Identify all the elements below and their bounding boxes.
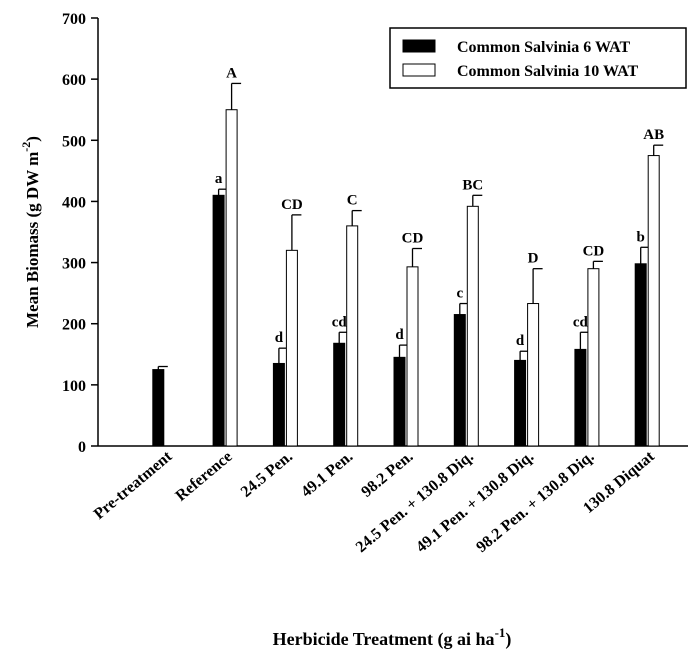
legend: Common Salvinia 6 WAT Common Salvinia 10… bbox=[389, 27, 687, 89]
bar-6wat bbox=[272, 362, 285, 447]
x-tick-label: 49.1 Pen. + 130.8 Diq. bbox=[413, 448, 537, 556]
bar-10wat bbox=[466, 205, 479, 447]
bar-6wat bbox=[152, 369, 165, 447]
bar-6wat bbox=[574, 348, 587, 447]
bar-6wat bbox=[333, 342, 346, 447]
legend-frame bbox=[389, 27, 687, 89]
y-axis-title-end: ) bbox=[23, 136, 42, 142]
y-tick-label: 200 bbox=[62, 317, 86, 334]
legend-swatch-10wat bbox=[402, 63, 436, 77]
x-tick-label: 98.2 Pen. + 130.8 Diq. bbox=[473, 448, 597, 556]
bar-10wat bbox=[406, 266, 419, 447]
bar-10wat bbox=[527, 303, 540, 447]
x-axis-title: Herbicide Treatment (g ai ha-1) bbox=[273, 625, 512, 650]
y-ticks: 0 100 200 300 400 500 600 700 bbox=[62, 11, 98, 456]
x-axis-title-end: ) bbox=[505, 629, 511, 650]
significance-letter: d bbox=[516, 333, 525, 349]
significance-letter: D bbox=[528, 251, 539, 267]
y-tick-label: 600 bbox=[62, 72, 86, 89]
bar-6wat bbox=[634, 263, 647, 447]
bar-10wat bbox=[587, 268, 600, 447]
bar-6wat bbox=[514, 359, 527, 447]
bar-10wat bbox=[225, 109, 238, 447]
significance-letter: a bbox=[215, 171, 223, 187]
bar-10wat bbox=[647, 155, 660, 447]
y-tick-label: 300 bbox=[62, 256, 86, 273]
x-tick-label: 49.1 Pen. bbox=[298, 448, 356, 501]
legend-label-6wat: Common Salvinia 6 WAT bbox=[457, 39, 631, 56]
y-axis-title: Mean Biomass (g DW m-2) bbox=[19, 136, 42, 328]
legend-label-10wat: Common Salvinia 10 WAT bbox=[457, 63, 639, 80]
x-tick-label: 98.2 Pen. bbox=[358, 448, 416, 501]
bars: a Ad CD cd Cd CD c BC d Dcd CD b AB bbox=[152, 65, 664, 447]
bar-6wat bbox=[453, 314, 466, 447]
x-tick-label: 24.5 Pen. bbox=[238, 448, 296, 501]
significance-letter: b bbox=[637, 229, 645, 245]
bar-6wat bbox=[212, 194, 225, 447]
legend-swatch-6wat bbox=[402, 39, 436, 53]
significance-letter: CD bbox=[402, 231, 424, 247]
significance-letter: C bbox=[347, 193, 358, 209]
y-axis-title-sup: -2 bbox=[19, 142, 33, 152]
significance-letter: CD bbox=[281, 197, 303, 213]
y-tick-label: 0 bbox=[78, 439, 86, 456]
significance-letter: AB bbox=[643, 127, 664, 143]
significance-letter: BC bbox=[462, 177, 483, 193]
bar-10wat bbox=[346, 225, 359, 447]
significance-letter: A bbox=[226, 65, 237, 81]
significance-letter: d bbox=[275, 330, 284, 346]
significance-letter: d bbox=[395, 327, 404, 343]
x-tick-label: Reference bbox=[173, 448, 236, 505]
significance-letter: CD bbox=[583, 243, 605, 259]
y-tick-label: 500 bbox=[62, 133, 86, 150]
y-tick-label: 400 bbox=[62, 194, 86, 211]
bar-10wat bbox=[285, 249, 298, 447]
x-tick-label: 24.5 Pen. + 130.8 Diq. bbox=[353, 448, 477, 556]
significance-letter: c bbox=[456, 286, 463, 302]
y-tick-label: 700 bbox=[62, 11, 86, 28]
bar-6wat bbox=[393, 356, 406, 447]
y-tick-label: 100 bbox=[62, 378, 86, 395]
x-axis-title-sup: -1 bbox=[495, 625, 506, 640]
significance-letter: cd bbox=[573, 314, 589, 330]
x-tick-label: Pre-treatment bbox=[91, 448, 176, 523]
significance-letter: cd bbox=[332, 314, 348, 330]
